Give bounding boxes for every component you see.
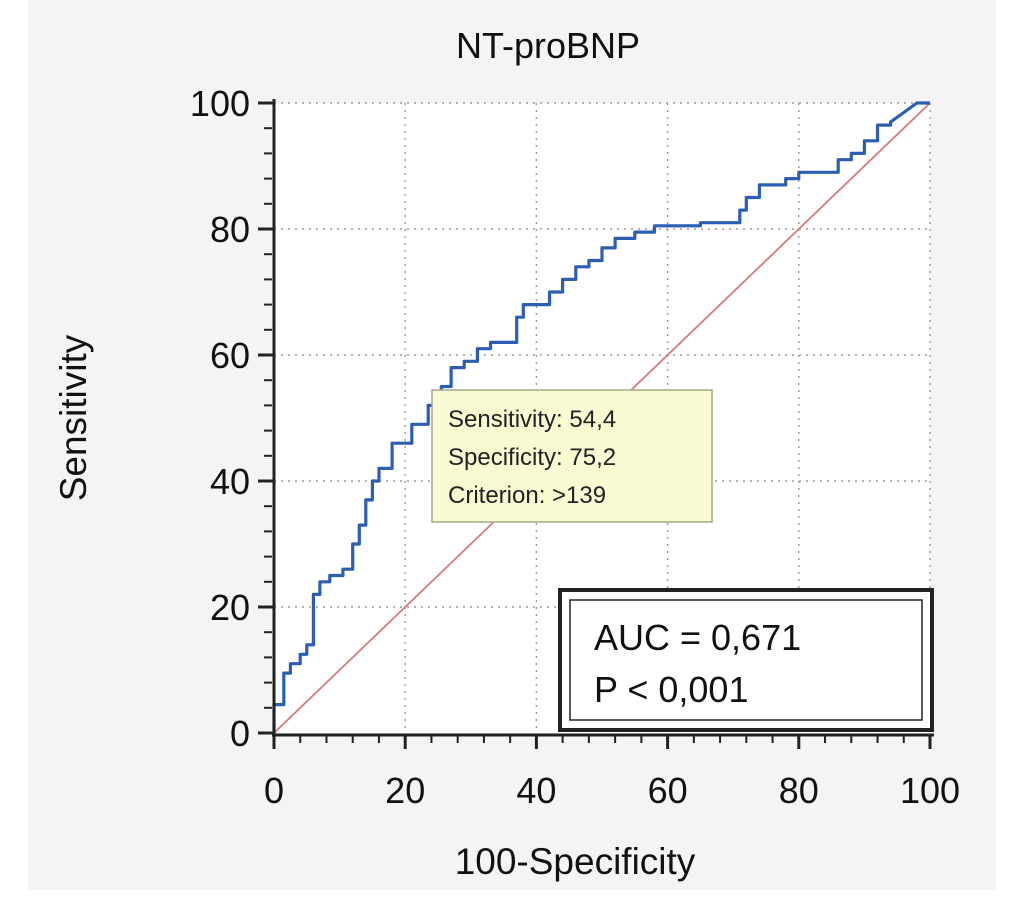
- x-axis-label: 100-Specificity: [455, 841, 696, 882]
- roc-chart: 0 20 40 60 80 100 0 20 40 60 80 100 NT-proBNP 100-…: [53, 25, 960, 882]
- tooltip-sensitivity: Sensitivity: 54,4: [448, 406, 616, 433]
- x-tick-label: 80: [779, 770, 819, 811]
- y-tick-label: 40: [210, 461, 250, 502]
- tooltip-specificity: Specificity: 75,2: [448, 444, 616, 471]
- x-tick-labels: 0 20 40 60 80 100: [264, 770, 960, 811]
- y-tick-label: 20: [210, 587, 250, 628]
- roc-curve-line: [272, 101, 930, 733]
- y-tick-labels: 0 20 40 60 80 100: [190, 83, 250, 754]
- chart-frame: 0 20 40 60 80 100 0 20 40 60 80 100 NT-proBNP 100-…: [28, 0, 996, 890]
- y-tick-label: 60: [210, 335, 250, 376]
- y-tick-label: 80: [210, 209, 250, 250]
- auc-box-inner-border: [569, 599, 923, 721]
- axes: [258, 99, 934, 749]
- x-tick-label: 100: [900, 770, 960, 811]
- y-tick-label: 0: [230, 713, 250, 754]
- chart-title: NT-proBNP: [456, 25, 640, 66]
- x-tick-label: 20: [385, 770, 425, 811]
- tooltip-box: [431, 389, 713, 523]
- y-axis-label: Sensitivity: [53, 334, 94, 501]
- auc-box: AUC = 0,671 P < 0,001: [558, 588, 934, 732]
- criterion-tooltip: Sensitivity: 54,4 Specificity: 75,2 Crit…: [431, 389, 713, 523]
- auc-value: AUC = 0,671: [594, 617, 801, 658]
- tooltip-criterion: Criterion: >139: [448, 482, 606, 509]
- p-value: P < 0,001: [594, 669, 748, 710]
- y-tick-label: 100: [190, 83, 250, 124]
- x-tick-label: 60: [648, 770, 688, 811]
- auc-box-border: [558, 588, 934, 732]
- x-tick-label: 0: [264, 770, 284, 811]
- x-tick-label: 40: [516, 770, 556, 811]
